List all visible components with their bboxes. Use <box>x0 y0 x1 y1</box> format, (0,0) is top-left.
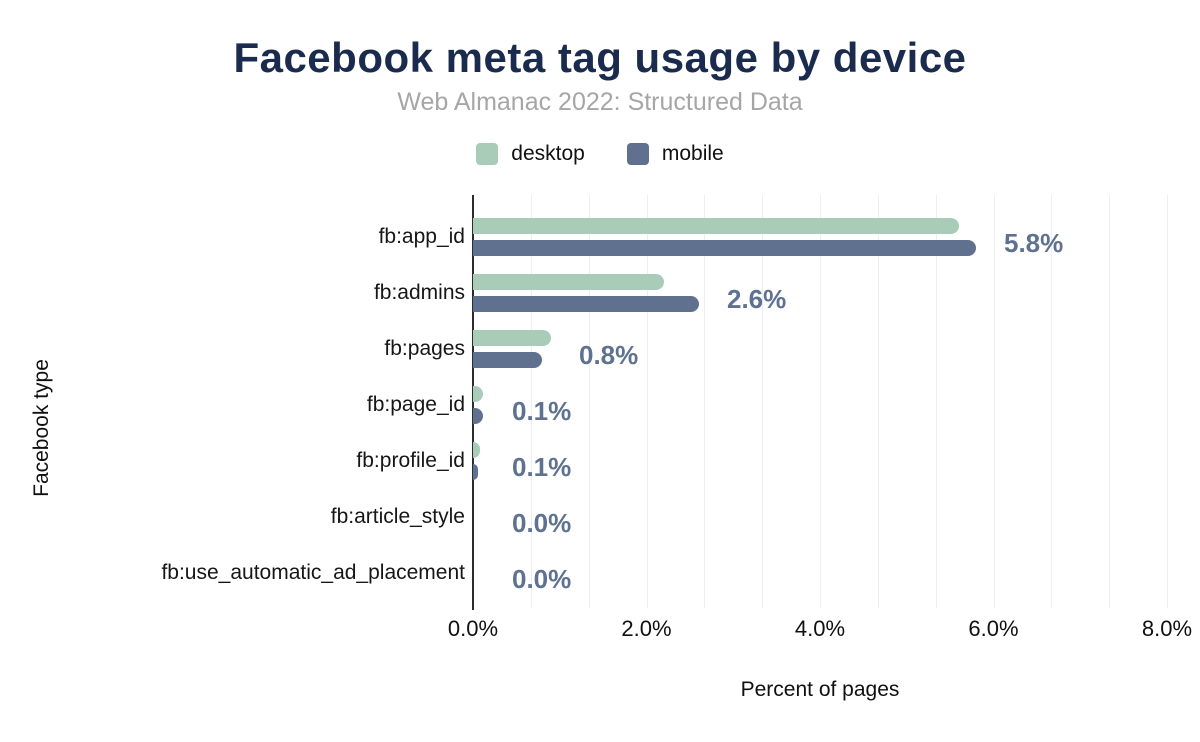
mobile-bar <box>473 408 483 424</box>
gridline <box>1167 195 1168 608</box>
category-label: fb:pages <box>384 337 465 360</box>
x-tick-label: 6.0% <box>968 616 1019 641</box>
gridline <box>993 195 995 608</box>
x-tick-label: 0.0% <box>447 616 499 641</box>
mobile-bar <box>473 352 542 368</box>
desktop-bar <box>473 442 480 458</box>
x-tick-label: 2.0% <box>621 616 672 641</box>
value-label: 0.8% <box>579 340 639 370</box>
legend-item-mobile: mobile <box>626 142 724 166</box>
legend-label-desktop: desktop <box>511 142 585 165</box>
gridline <box>762 195 764 608</box>
y-axis-title: Facebook type <box>30 359 53 497</box>
legend-label-mobile: mobile <box>661 142 724 165</box>
gridline <box>704 195 706 608</box>
x-tick-label: 4.0% <box>794 616 846 641</box>
gridline <box>530 195 532 608</box>
category-label: fb:admins <box>373 281 465 304</box>
value-label: 2.6% <box>727 284 787 314</box>
gridline <box>588 195 590 608</box>
legend: desktop mobile <box>0 142 1200 166</box>
mobile-swatch-icon <box>626 143 649 165</box>
y-axis-line <box>472 195 474 610</box>
desktop-swatch-icon <box>476 143 499 165</box>
mobile-bar <box>473 296 699 312</box>
category-label: fb:page_id <box>366 393 465 416</box>
desktop-bar <box>473 274 664 290</box>
gridline <box>935 195 937 608</box>
chart-title: Facebook meta tag usage by device <box>233 34 967 81</box>
gridline <box>646 195 648 608</box>
desktop-bar <box>473 218 959 234</box>
value-label: 0.1% <box>512 452 572 482</box>
value-label: 0.0% <box>512 564 572 594</box>
desktop-bar <box>473 330 551 346</box>
desktop-bar <box>473 386 483 402</box>
legend-item-desktop: desktop <box>476 142 585 166</box>
x-tick-label: 8.0% <box>1141 616 1193 641</box>
category-label: fb:use_automatic_ad_placement <box>161 561 465 584</box>
category-label: fb:article_style <box>330 505 465 528</box>
value-label: 0.1% <box>512 396 572 426</box>
value-label: 5.8% <box>1004 228 1064 258</box>
mobile-bar <box>473 240 976 256</box>
gridline <box>1051 195 1053 608</box>
gridline <box>877 195 879 608</box>
gridline <box>1109 195 1111 608</box>
gridline <box>820 195 821 608</box>
mobile-bar <box>473 464 478 480</box>
value-label: 0.0% <box>512 508 572 538</box>
category-label: fb:profile_id <box>356 449 465 472</box>
x-axis-title: Percent of pages <box>740 678 900 701</box>
category-label: fb:app_id <box>378 225 465 248</box>
chart-subtitle: Web Almanac 2022: Structured Data <box>397 88 803 116</box>
